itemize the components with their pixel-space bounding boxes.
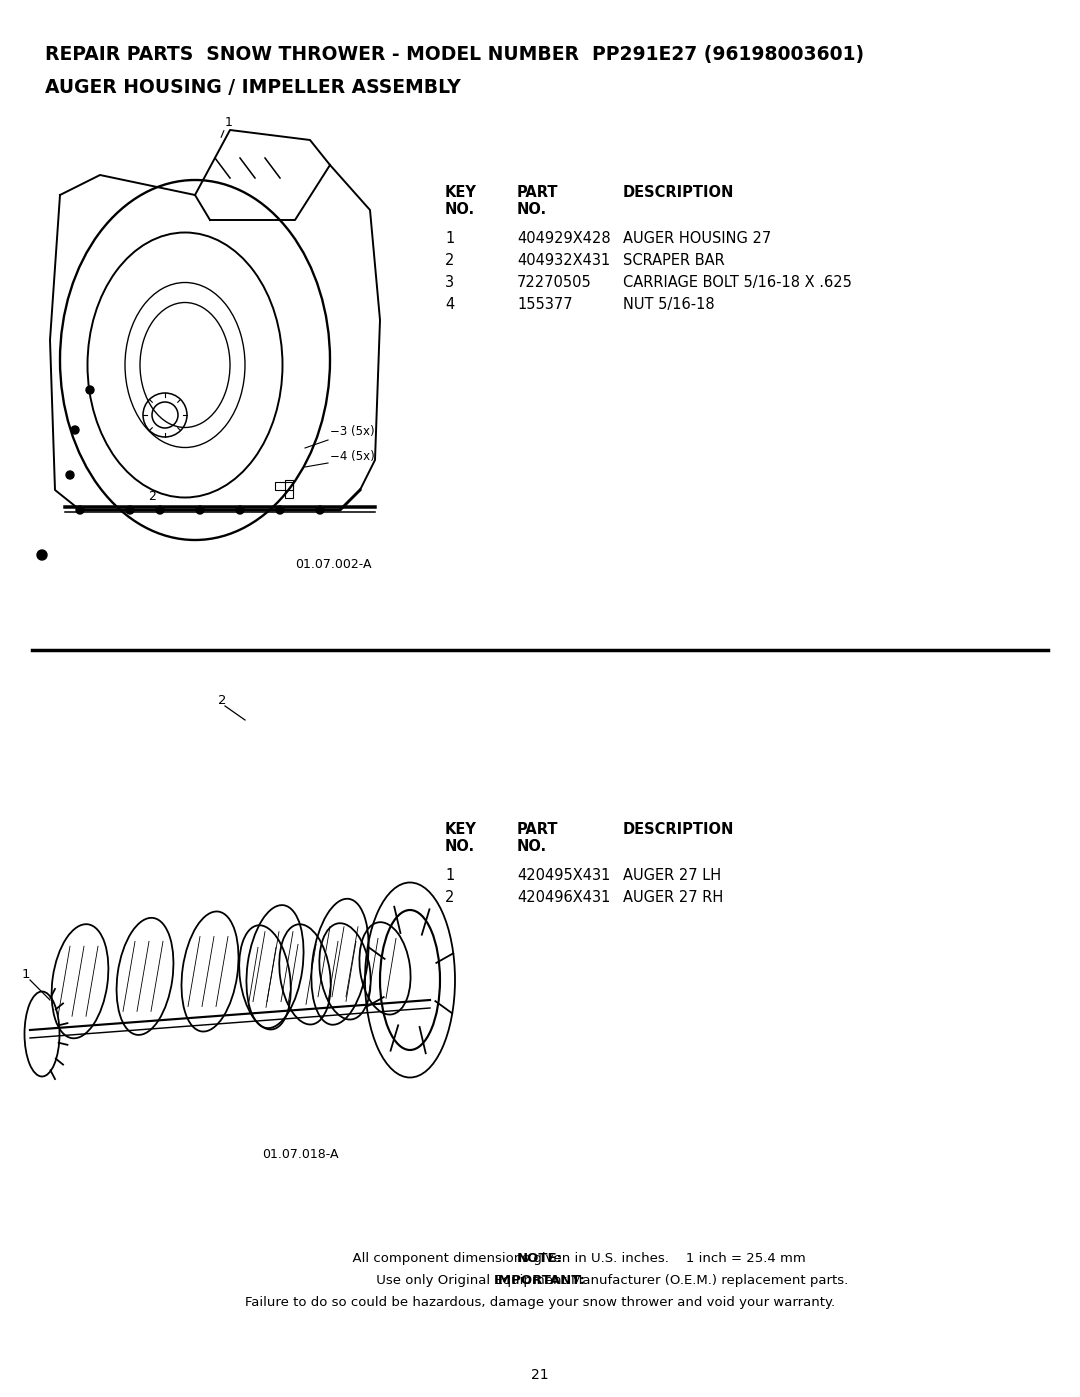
Text: 01.07.002-A: 01.07.002-A: [295, 557, 372, 571]
Text: All component dimensions given in U.S. inches.    1 inch = 25.4 mm: All component dimensions given in U.S. i…: [345, 1252, 806, 1266]
Text: 2: 2: [445, 890, 455, 905]
Text: 2: 2: [148, 490, 156, 503]
Text: CARRIAGE BOLT 5/16-18 X .625: CARRIAGE BOLT 5/16-18 X .625: [623, 275, 852, 291]
Text: 404929X428: 404929X428: [517, 231, 610, 246]
Text: AUGER HOUSING 27: AUGER HOUSING 27: [623, 231, 771, 246]
Bar: [275, 482, 293, 490]
Text: SCRAPER BAR: SCRAPER BAR: [623, 253, 725, 268]
Text: Failure to do so could be hazardous, damage your snow thrower and void your warr: Failure to do so could be hazardous, dam…: [245, 1296, 835, 1309]
Text: 2: 2: [218, 693, 227, 707]
Circle shape: [86, 386, 94, 394]
Text: 1: 1: [445, 231, 455, 246]
Text: 4: 4: [445, 298, 455, 312]
Circle shape: [195, 506, 204, 514]
Text: KEY
NO.: KEY NO.: [445, 184, 477, 218]
Circle shape: [66, 471, 75, 479]
Text: −3 (5x): −3 (5x): [330, 425, 375, 439]
Circle shape: [71, 426, 79, 434]
Circle shape: [76, 506, 84, 514]
Text: DESCRIPTION: DESCRIPTION: [623, 821, 734, 837]
Text: 21: 21: [531, 1368, 549, 1382]
Text: Use only Original Equipment Manufacturer (O.E.M.) replacement parts.: Use only Original Equipment Manufacturer…: [372, 1274, 848, 1287]
Text: −4 (5x): −4 (5x): [330, 450, 375, 462]
Text: NUT 5/16-18: NUT 5/16-18: [623, 298, 715, 312]
Text: 2: 2: [445, 253, 455, 268]
Text: KEY
NO.: KEY NO.: [445, 821, 477, 855]
Text: AUGER 27 LH: AUGER 27 LH: [623, 868, 721, 883]
Text: DESCRIPTION: DESCRIPTION: [623, 184, 734, 200]
Text: 3: 3: [445, 275, 454, 291]
Text: 01.07.018-A: 01.07.018-A: [262, 1148, 338, 1161]
Circle shape: [276, 506, 284, 514]
Text: PART
NO.: PART NO.: [517, 821, 558, 855]
Circle shape: [156, 506, 164, 514]
Circle shape: [316, 506, 324, 514]
Text: 72270505: 72270505: [517, 275, 592, 291]
Bar: [285, 481, 293, 497]
Text: 420496X431: 420496X431: [517, 890, 610, 905]
Text: 420495X431: 420495X431: [517, 868, 610, 883]
Text: IMPORTANT:: IMPORTANT:: [494, 1274, 586, 1287]
Circle shape: [37, 550, 48, 560]
Text: AUGER HOUSING / IMPELLER ASSEMBLY: AUGER HOUSING / IMPELLER ASSEMBLY: [45, 78, 461, 96]
Circle shape: [237, 506, 244, 514]
Text: REPAIR PARTS  SNOW THROWER - MODEL NUMBER  PP291E27 (96198003601): REPAIR PARTS SNOW THROWER - MODEL NUMBER…: [45, 45, 864, 64]
Text: 404932X431: 404932X431: [517, 253, 610, 268]
Text: AUGER 27 RH: AUGER 27 RH: [623, 890, 724, 905]
Text: 1: 1: [225, 116, 233, 130]
Text: NOTE:: NOTE:: [517, 1252, 563, 1266]
Text: 155377: 155377: [517, 298, 572, 312]
Text: 1: 1: [22, 968, 30, 982]
Circle shape: [126, 506, 134, 514]
Text: PART
NO.: PART NO.: [517, 184, 558, 218]
Text: 1: 1: [445, 868, 455, 883]
